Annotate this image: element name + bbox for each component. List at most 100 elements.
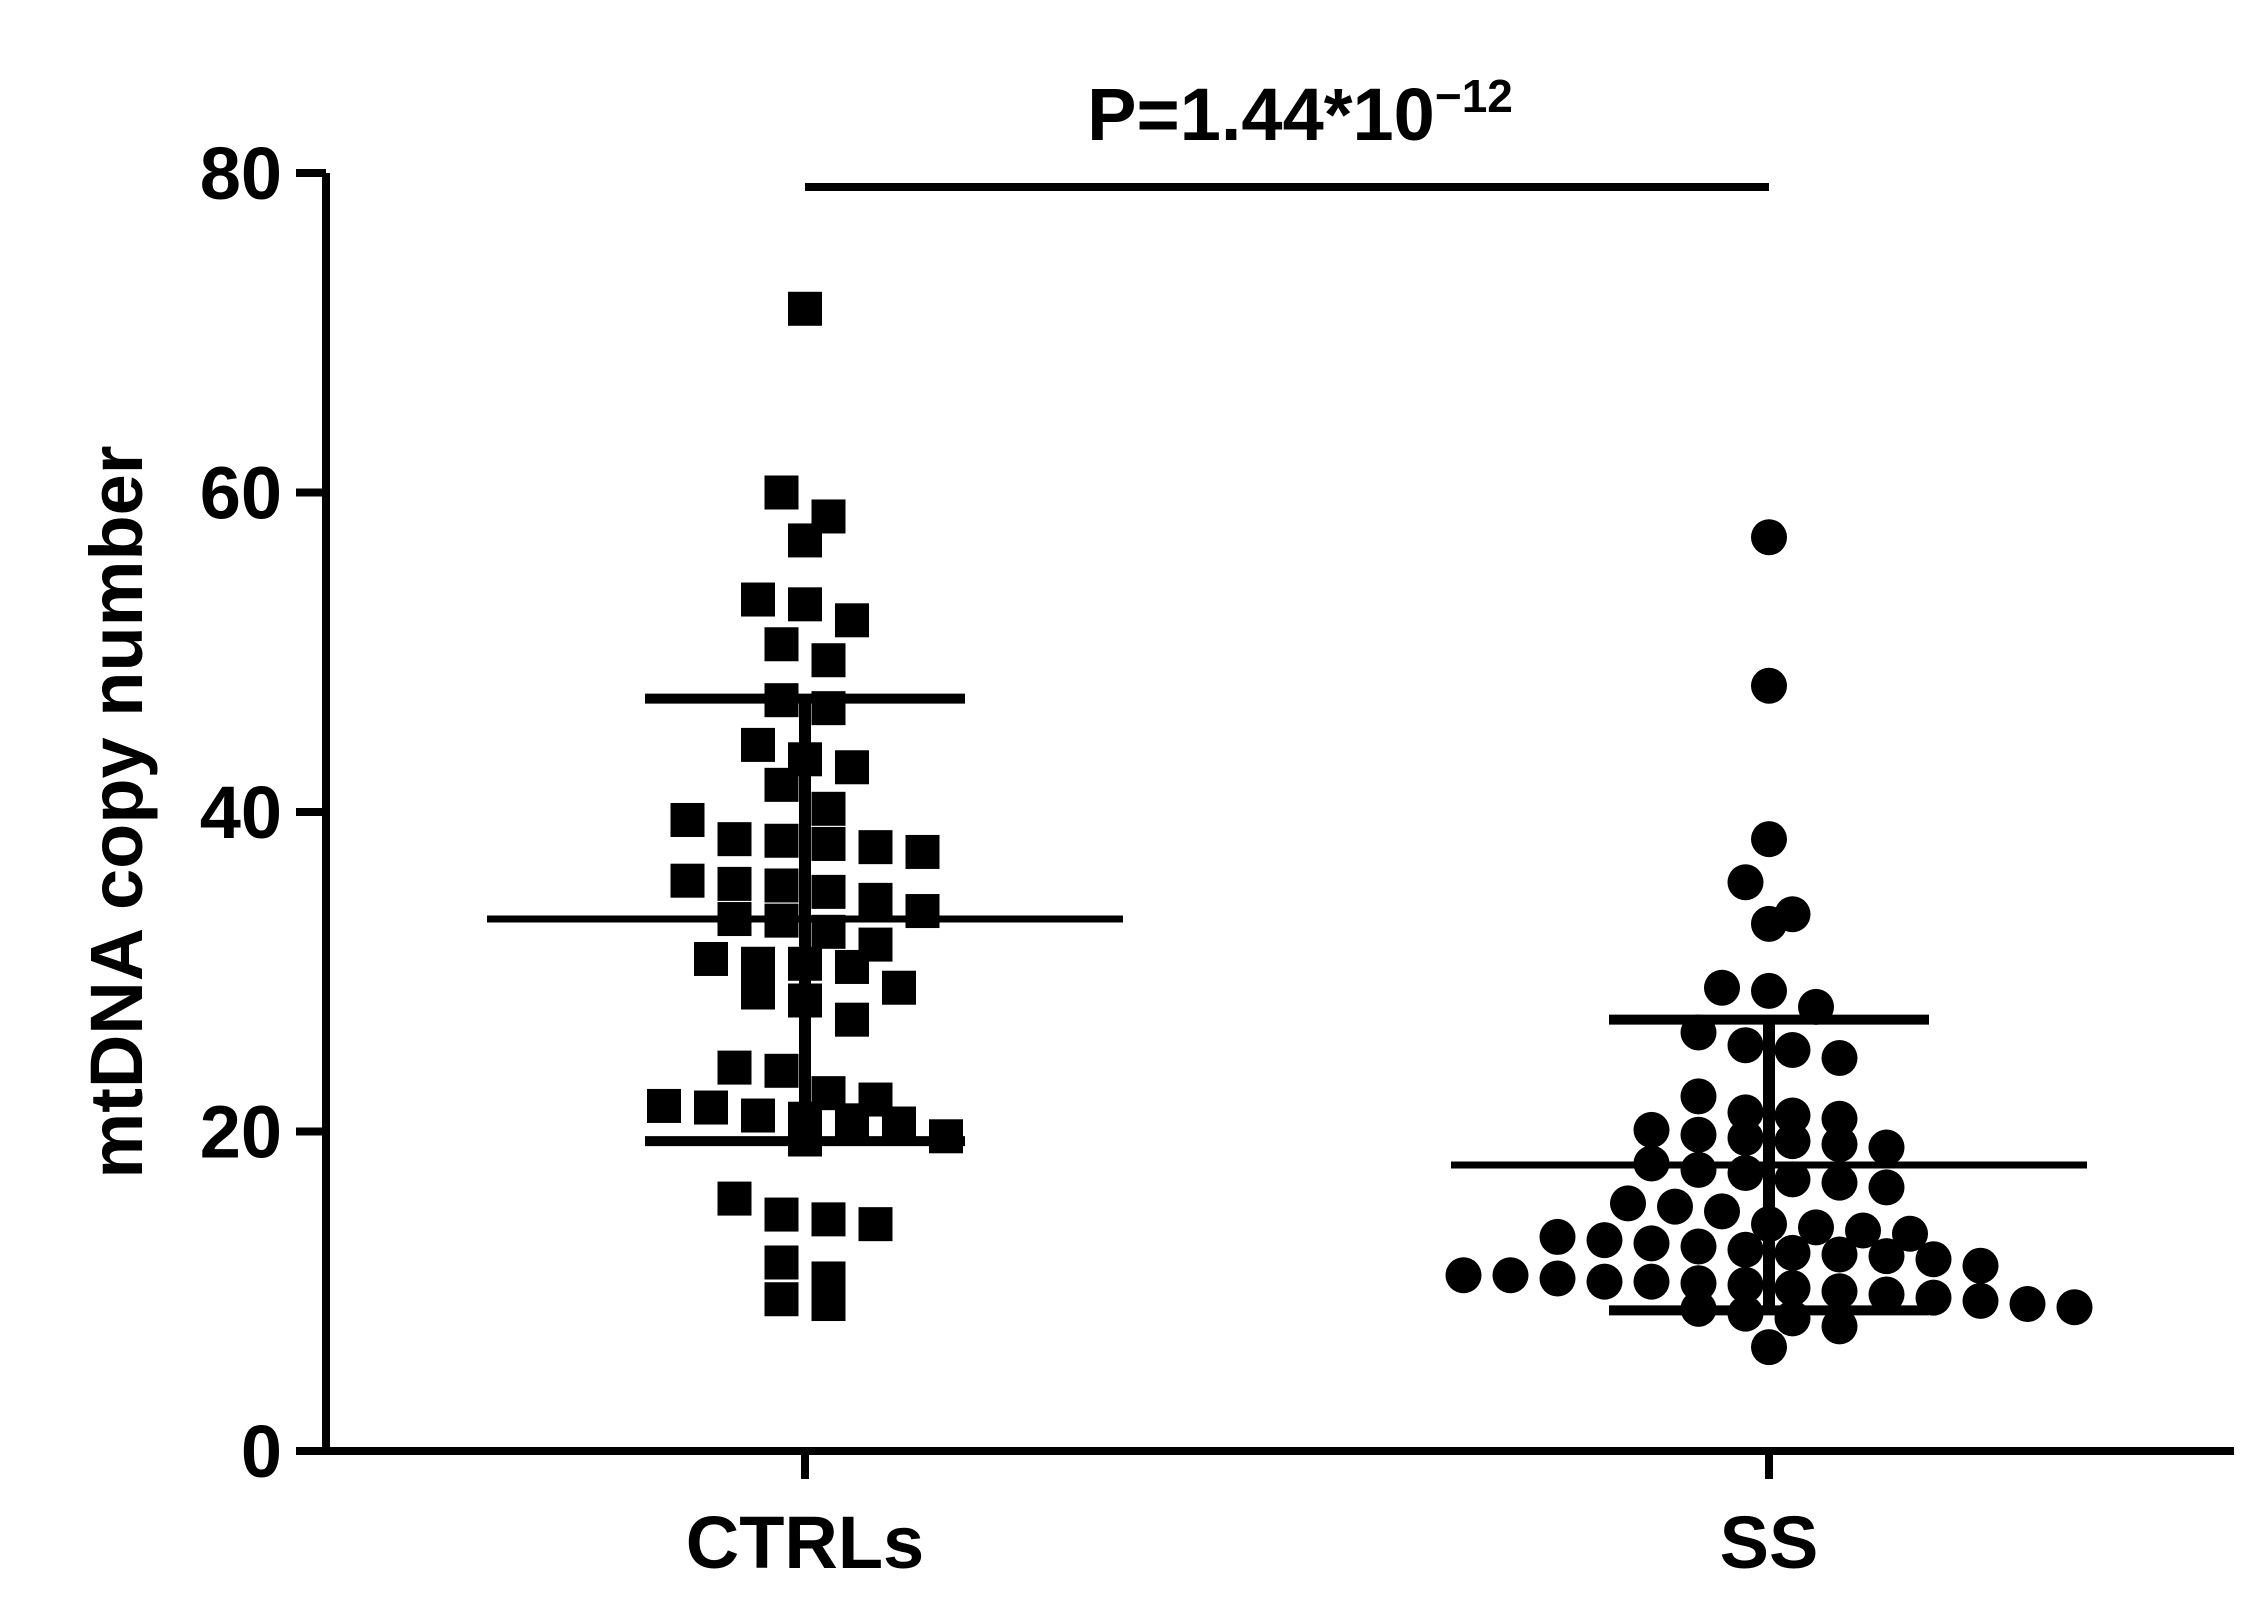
ctrl-data-point <box>835 949 869 984</box>
ss-data-point <box>1539 1260 1576 1297</box>
ss-data-point <box>1821 1236 1858 1273</box>
ctrl-data-point <box>764 868 799 903</box>
ctrl-data-point <box>811 643 846 678</box>
ss-data-point <box>1680 1265 1717 1302</box>
ctrl-data-point <box>835 1002 869 1037</box>
ctrl-data-point <box>811 1287 846 1322</box>
ctrl-data-point <box>835 750 869 785</box>
ctrl-data-point <box>694 941 728 976</box>
y-tick-label: 20 <box>200 1091 282 1174</box>
p-value-exponent: −12 <box>1435 70 1513 122</box>
y-tick-label: 60 <box>200 452 282 535</box>
x-tick-label: SS <box>1720 1501 1819 1584</box>
ctrl-data-point <box>764 1197 799 1232</box>
ss-data-point <box>1727 1027 1764 1064</box>
ss-data-point <box>1727 1094 1764 1131</box>
y-tick-label: 40 <box>200 771 282 854</box>
ss-data-point <box>1633 1263 1670 1300</box>
ss-data-point <box>1751 821 1787 858</box>
ss-data-point <box>1774 1270 1811 1307</box>
ctrl-data-point <box>858 830 893 865</box>
ctrl-data-point <box>717 866 752 901</box>
ss-data-point <box>1751 1329 1787 1366</box>
ss-data-point <box>1798 1209 1834 1246</box>
ss-data-point <box>1751 519 1787 556</box>
ss-data-point <box>1727 1266 1764 1303</box>
ss-data-point <box>1774 1234 1811 1271</box>
y-ticks: 0 20 40 60 80 <box>200 132 326 1493</box>
ctrl-data-point <box>647 1088 681 1123</box>
ctrl-data-point <box>811 791 846 826</box>
ctrl-data-point <box>694 1090 728 1125</box>
ctrl-data-point <box>811 826 846 861</box>
ss-data-point <box>1727 864 1764 901</box>
p-value-label: P=1.44*10−12 <box>1087 70 1513 156</box>
ss-data-point <box>1727 1119 1764 1156</box>
ctrl-data-point <box>788 291 822 326</box>
x-ticks: CTRLs SS <box>686 1451 1819 1584</box>
ctrl-data-point <box>835 1103 869 1138</box>
significance-annotation: P=1.44*10−12 <box>805 70 1769 191</box>
ctrl-data-point <box>764 767 799 802</box>
ss-data-point <box>1633 1225 1670 1262</box>
ss-data-point <box>1892 1215 1928 1252</box>
ctrl-data-point <box>905 894 940 929</box>
ctrl-data-point <box>764 823 799 858</box>
ss-data-point <box>1774 1161 1811 1198</box>
ctrl-data-point <box>741 1098 775 1133</box>
ss-data-point <box>1751 972 1787 1009</box>
ss-data-point <box>1962 1247 1999 1284</box>
ss-data-point <box>1774 1032 1811 1069</box>
ss-data-point <box>1539 1218 1576 1255</box>
ctrl-data-point <box>717 1181 752 1216</box>
ctrl-data-point <box>764 627 799 662</box>
ss-data-point <box>1727 1231 1764 1268</box>
ctrl-data-point <box>811 874 846 909</box>
ctrl-data-point <box>741 727 775 762</box>
y-axis-label: mtDNA copy number <box>75 445 158 1178</box>
ctrl-data-point <box>764 475 799 510</box>
ctrl-data-point <box>670 802 705 837</box>
ctrl-data-point <box>905 834 940 869</box>
ss-data-point <box>1680 1116 1717 1153</box>
ss-data-point <box>1845 1212 1881 1249</box>
ss-data-point <box>1962 1282 1999 1319</box>
ctrl-data-point <box>811 1202 846 1237</box>
ss-data-point <box>1633 1111 1670 1148</box>
ss-data-point <box>1868 1238 1905 1275</box>
ss-data-point <box>1445 1257 1482 1294</box>
ctrl-data-point <box>788 587 822 622</box>
ss-data-point <box>1774 1123 1811 1160</box>
ss-data-point <box>1586 1222 1623 1259</box>
ctrl-data-point <box>858 1207 893 1242</box>
ss-data-point <box>1821 1040 1858 1077</box>
ss-data-point <box>1821 1164 1858 1201</box>
summary-lines <box>487 693 2087 1316</box>
ctrl-data-point <box>835 603 869 638</box>
ss-data-point <box>1727 1155 1764 1192</box>
ctrl-data-point <box>764 1053 799 1088</box>
ss-data-point <box>1680 1151 1717 1188</box>
ctrl-data-point <box>717 822 752 857</box>
ss-data-point <box>1868 1169 1905 1206</box>
ctrl-data-point <box>741 975 775 1010</box>
ss-data-point <box>1610 1185 1646 1222</box>
ss-data-point <box>1774 1097 1811 1134</box>
ss-data-point <box>1704 1193 1740 1230</box>
ctrl-data-point <box>717 1050 752 1085</box>
x-tick-label: CTRLs <box>686 1501 924 1584</box>
ss-data-point <box>1492 1257 1529 1294</box>
ss-data-point <box>1751 905 1787 942</box>
p-value-base: P=1.44*10 <box>1087 73 1435 156</box>
ss-data-point <box>1680 1078 1717 1115</box>
ctrl-data-point <box>882 970 916 1005</box>
ss-data-point <box>1586 1263 1623 1300</box>
ss-data-point <box>1821 1100 1858 1137</box>
ctrl-data-point <box>882 1106 916 1141</box>
ss-data-point <box>1868 1276 1905 1313</box>
ctrl-data-point <box>670 863 705 898</box>
ss-data-point <box>1751 667 1787 704</box>
ss-data-point <box>1821 1273 1858 1310</box>
ctrl-data-point <box>788 523 822 558</box>
ss-data-point <box>1680 1228 1717 1265</box>
